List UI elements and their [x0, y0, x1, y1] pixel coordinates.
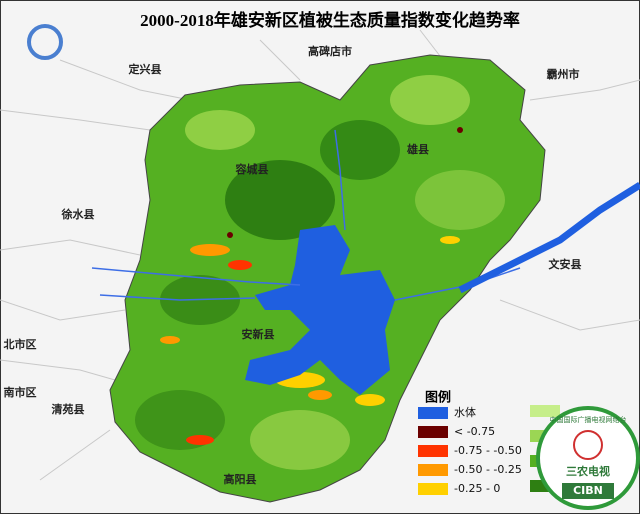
place-label: 北市区: [4, 337, 37, 351]
legend-swatch: [418, 445, 448, 457]
place-label: 高阳县: [224, 472, 257, 486]
legend-swatch: [530, 405, 560, 417]
legend-swatch: [418, 483, 448, 495]
logo-swirl: [27, 24, 63, 60]
place-label: 南市区: [4, 385, 37, 399]
watermark: 中国国际广播电视网络台 三农电视 CIBN: [536, 406, 640, 510]
legend-label: < -0.75: [454, 425, 495, 438]
watermark-emblem: [573, 430, 603, 460]
legend-swatch: [418, 464, 448, 476]
legend-swatch: [418, 407, 448, 419]
lake: [245, 225, 395, 395]
place-label: 容城县: [235, 162, 269, 176]
place-label: 霸州市: [547, 67, 580, 81]
place-label: 高碑店市: [308, 44, 352, 58]
legend-label: -0.75 - -0.50: [454, 444, 522, 457]
legend-label: -0.50 - -0.25: [454, 463, 522, 476]
legend-title: 图例: [425, 390, 451, 406]
legend-swatch: [418, 426, 448, 438]
place-label: 安新县: [242, 327, 275, 341]
place-label: 雄县: [406, 142, 429, 156]
watermark-brand: CIBN: [573, 484, 603, 497]
place-label: 清苑县: [52, 402, 85, 416]
roads: [0, 29, 640, 481]
place-label: 文安县: [549, 257, 582, 271]
title: 2000-2018年雄安新区植被生态质量指数变化趋势率: [140, 10, 520, 30]
watermark-badge: [562, 483, 614, 499]
place-label: 定兴县: [129, 62, 162, 76]
big-river: [458, 182, 640, 294]
legend-label: -0.25 - 0: [454, 482, 500, 495]
rivers: [91, 129, 521, 301]
place-label: 徐水县: [61, 207, 95, 221]
watermark-channel: 三农电视: [566, 464, 610, 478]
legend-label: 水体: [454, 405, 476, 419]
watermark-org: 中国国际广播电视网络台: [550, 415, 627, 424]
